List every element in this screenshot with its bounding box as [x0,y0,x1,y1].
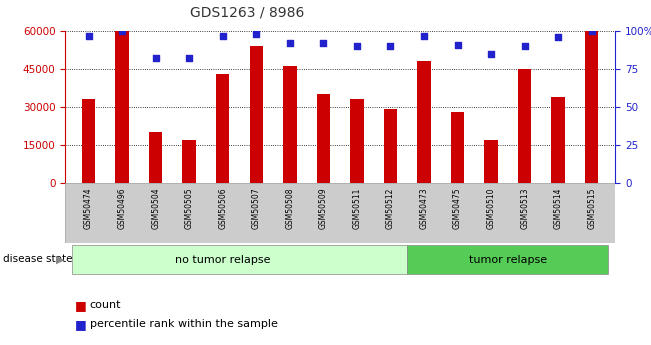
Text: GSM50515: GSM50515 [587,188,596,229]
Point [519,43,530,49]
Bar [451,112,464,183]
Text: GSM50473: GSM50473 [419,188,428,229]
Point [150,56,161,61]
Point [419,33,429,38]
Text: GSM50511: GSM50511 [352,188,361,229]
Text: percentile rank within the sample: percentile rank within the sample [90,319,278,329]
Text: GSM50512: GSM50512 [386,188,395,229]
Text: GSM50475: GSM50475 [453,188,462,229]
Text: GSM50508: GSM50508 [285,188,294,229]
Point [318,40,329,46]
Point [217,33,228,38]
Point [553,34,563,40]
Bar [149,132,162,183]
Point [284,40,295,46]
Text: count: count [90,300,121,310]
Bar [216,74,229,183]
Bar [350,99,364,183]
Text: no tumor relapse: no tumor relapse [175,255,271,265]
Point [83,33,94,38]
Point [184,56,195,61]
Text: disease state: disease state [3,255,73,264]
Point [452,42,463,48]
Point [117,28,128,34]
Point [352,43,362,49]
Bar [484,140,498,183]
Text: GSM50506: GSM50506 [218,188,227,229]
Bar [115,31,129,183]
Text: GSM50513: GSM50513 [520,188,529,229]
Bar [417,61,431,183]
Text: ▶: ▶ [55,255,64,264]
Text: GSM50514: GSM50514 [553,188,562,229]
Text: tumor relapse: tumor relapse [469,255,547,265]
Bar [408,245,609,274]
Point [251,31,262,37]
Text: GSM50474: GSM50474 [84,188,93,229]
Text: ■: ■ [75,318,87,331]
Text: ■: ■ [75,299,87,312]
Text: GSM50509: GSM50509 [319,188,328,229]
Text: GSM50510: GSM50510 [486,188,495,229]
Text: GSM50496: GSM50496 [118,188,127,229]
Bar [585,31,598,183]
Bar [316,94,330,183]
Text: GDS1263 / 8986: GDS1263 / 8986 [190,5,305,19]
Text: GSM50505: GSM50505 [185,188,194,229]
Point [385,43,396,49]
Bar [551,97,565,183]
Bar [72,245,408,274]
Bar [249,46,263,183]
Point [486,51,496,57]
Text: GSM50507: GSM50507 [252,188,261,229]
Bar [182,140,196,183]
Bar [82,99,95,183]
Bar [283,67,297,183]
Text: GSM50504: GSM50504 [151,188,160,229]
Point [587,28,597,34]
Bar [383,109,397,183]
Bar [518,69,531,183]
